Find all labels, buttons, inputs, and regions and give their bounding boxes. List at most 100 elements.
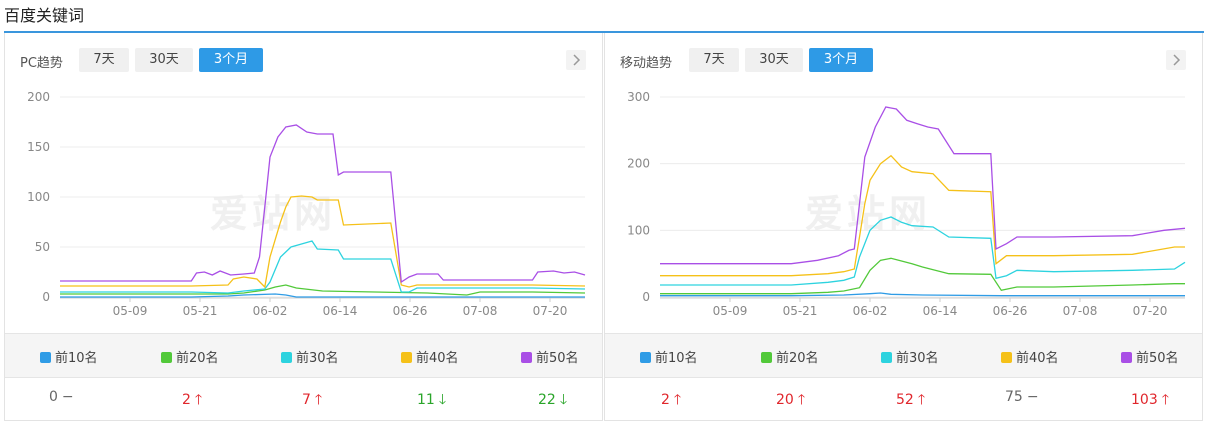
flat-dash-icon: −: [1026, 389, 1039, 405]
x-tick-label: 06-02: [853, 304, 888, 318]
y-tick-label: 0: [42, 290, 50, 304]
ranking-values: 0− 2 🡑 7 🡑 11 🡓 22 🡓: [5, 378, 602, 418]
x-tick-label: 05-21: [783, 304, 818, 318]
next-arrow-button[interactable]: [566, 50, 586, 70]
series-line-5: [60, 124, 586, 284]
value-number: 75: [1005, 389, 1023, 405]
value-top50: 22 🡓: [538, 389, 567, 413]
series-line-5: [660, 106, 1186, 265]
arrow-down-icon: 🡓: [559, 392, 568, 408]
legend-label: 前30名: [296, 351, 339, 366]
y-tick-label: 150: [27, 140, 50, 154]
legend-item-top30[interactable]: 前30名: [281, 347, 339, 366]
chevron-right-icon: [1173, 54, 1181, 66]
value-top30: 52 🡑: [896, 389, 925, 413]
arrow-up-icon: 🡑: [797, 392, 806, 408]
value-number: 11: [417, 392, 435, 408]
y-tick-label: 50: [35, 240, 50, 254]
y-tick-label: 200: [27, 90, 50, 104]
legend-swatch: [521, 352, 532, 363]
x-tick-label: 07-08: [463, 304, 498, 318]
arrow-up-icon: 🡑: [673, 392, 682, 408]
series-line-1: [60, 293, 585, 298]
legend-swatch: [881, 352, 892, 363]
y-tick-label: 200: [627, 157, 650, 171]
legend-item-top50[interactable]: 前50名: [1121, 347, 1179, 366]
arrow-down-icon: 🡓: [438, 392, 447, 408]
legend: 前10名 前20名 前30名 前40名 前50名: [605, 333, 1202, 378]
x-tick-label: 07-20: [533, 304, 568, 318]
page-title: 百度关键词: [4, 6, 85, 25]
watermark: 爱站网: [210, 192, 337, 236]
y-tick-label: 0: [642, 290, 650, 304]
next-arrow-button[interactable]: [1166, 50, 1186, 70]
x-tick-label: 07-08: [1063, 304, 1098, 318]
mobile-trend-panel: 移动趋势 7天 30天 3个月 爱站网 0 100 200 300 05-09 05-21…: [604, 33, 1203, 421]
series-line-3: [60, 240, 586, 294]
value-top20: 20 🡑: [776, 389, 805, 413]
value-number: 2: [182, 392, 191, 408]
legend-label: 前20名: [776, 351, 819, 366]
tab-7-days[interactable]: 7天: [79, 48, 129, 72]
arrow-up-icon: 🡑: [917, 392, 926, 408]
pc-trend-chart: 0 50 100 150 200 05-09 05-21 06-02 06-14 06-26 07-…: [27, 90, 586, 318]
value-number: 7: [302, 392, 311, 408]
panel-label: PC趋势: [20, 56, 63, 71]
pc-trend-panel: PC趋势 7天 30天 3个月 爱站网 0 50 100 150 200 05-09 05-…: [4, 33, 603, 421]
legend-swatch: [640, 352, 651, 363]
x-tick-label: 05-09: [713, 304, 748, 318]
tab-3-months[interactable]: 3个月: [809, 48, 873, 72]
value-number: 20: [776, 392, 794, 408]
mobile-trend-chart: 0 100 200 300 05-09 05-21 06-02 06-14 06-26 07-08…: [627, 90, 1186, 318]
legend-label: 前50名: [1136, 351, 1179, 366]
legend-label: 前40名: [1016, 351, 1059, 366]
legend-item-top20[interactable]: 前20名: [161, 347, 219, 366]
value-top20: 2 🡑: [182, 389, 202, 413]
series-line-4: [660, 154, 1185, 277]
x-tick-label: 05-09: [113, 304, 148, 318]
x-tick-label: 06-14: [923, 304, 958, 318]
legend-swatch: [161, 352, 172, 363]
legend-item-top20[interactable]: 前20名: [761, 347, 819, 366]
value-top40: 11 🡓: [417, 389, 446, 413]
arrow-up-icon: 🡑: [1161, 392, 1170, 408]
x-tick-label: 06-02: [253, 304, 288, 318]
value-number: 22: [538, 392, 556, 408]
value-top50: 103 🡑: [1131, 389, 1169, 413]
flat-dash-icon: −: [61, 389, 74, 405]
legend-item-top30[interactable]: 前30名: [881, 347, 939, 366]
tab-30-days[interactable]: 30天: [135, 48, 193, 72]
legend-item-top50[interactable]: 前50名: [521, 347, 579, 366]
series-line-2: [660, 257, 1185, 295]
legend-swatch: [1001, 352, 1012, 363]
value-top30: 7 🡑: [302, 389, 322, 413]
series-line-3: [660, 216, 1186, 286]
legend: 前10名 前20名 前30名 前40名 前50名: [5, 333, 602, 378]
legend-item-top10[interactable]: 前10名: [40, 347, 98, 366]
x-tick-label: 07-20: [1133, 304, 1168, 318]
tab-3-months[interactable]: 3个月: [199, 48, 263, 72]
arrow-up-icon: 🡑: [314, 392, 323, 408]
series-line-4: [60, 195, 586, 289]
x-tick-label: 05-21: [183, 304, 218, 318]
legend-label: 前40名: [416, 351, 459, 366]
legend-swatch: [401, 352, 412, 363]
tab-7-days[interactable]: 7天: [689, 48, 739, 72]
legend-label: 前10名: [655, 351, 698, 366]
legend-item-top40[interactable]: 前40名: [401, 347, 459, 366]
legend-label: 前10名: [55, 351, 98, 366]
value-number: 103: [1131, 392, 1158, 408]
legend-item-top10[interactable]: 前10名: [640, 347, 698, 366]
panel-label: 移动趋势: [620, 56, 673, 71]
legend-item-top40[interactable]: 前40名: [1001, 347, 1059, 366]
x-tick-label: 06-14: [323, 304, 358, 318]
tab-30-days[interactable]: 30天: [745, 48, 803, 72]
value-number: 0: [49, 389, 58, 405]
legend-swatch: [281, 352, 292, 363]
series-line-2: [60, 284, 586, 296]
value-top10: 0−: [49, 389, 74, 405]
value-top40: 75−: [1005, 389, 1039, 405]
series-line-1: [660, 292, 1185, 297]
value-number: 2: [661, 392, 670, 408]
legend-label: 前30名: [896, 351, 939, 366]
